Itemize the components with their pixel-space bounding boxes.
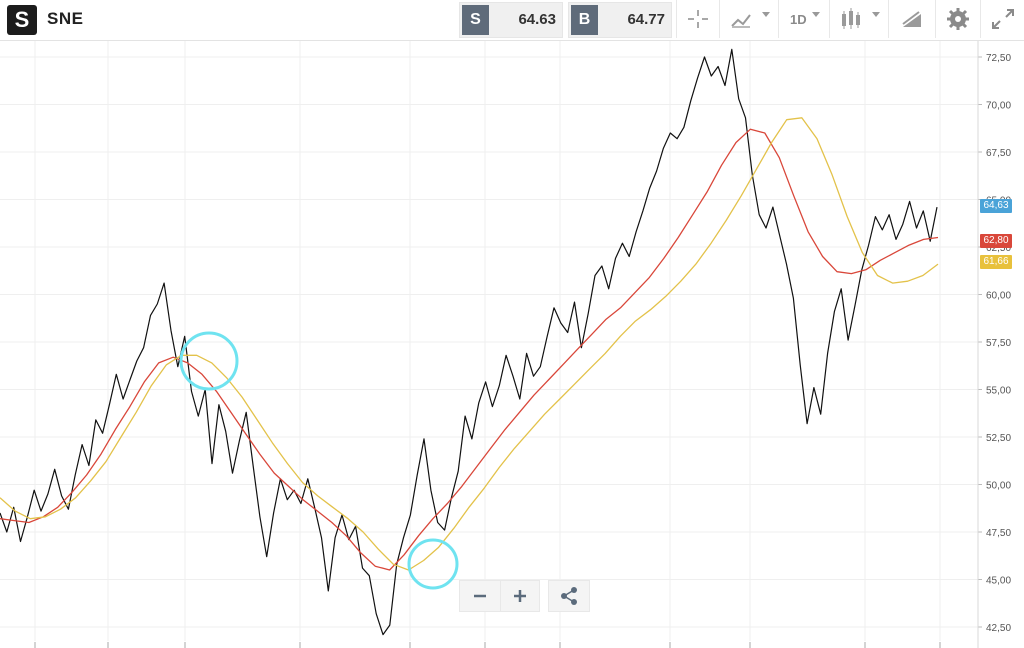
crosshair-button[interactable] [676, 0, 719, 38]
buy-price-button[interactable]: B 64.77 [568, 2, 672, 38]
sell-price-button[interactable]: S 64.63 [459, 2, 563, 38]
candles-icon [842, 8, 860, 29]
crossover-highlight-circle [407, 538, 459, 590]
share-icon [561, 587, 577, 605]
y-tick-label: 50,00 [986, 481, 1011, 492]
interval-label: 1D [790, 12, 807, 27]
moving-average-slow-series [0, 117, 939, 571]
y-tick-label: 60,00 [986, 291, 1011, 302]
ma-slow-price-label: 61,66 [980, 255, 1012, 269]
zoom-in-button[interactable] [500, 580, 540, 612]
sell-price: 64.63 [518, 11, 556, 28]
y-tick-label: 67,50 [986, 148, 1011, 159]
zoom-in-icon [514, 590, 526, 602]
chart-canvas[interactable]: 42,50 45,00 47,50 50,00 52,50 55,00 57,50 60,00… [0, 41, 1024, 648]
brand-logo: S [7, 5, 37, 35]
y-tick-label: 57,50 [986, 338, 1011, 349]
y-tick-label: 55,00 [986, 386, 1011, 397]
interval-button[interactable]: 1D [778, 0, 829, 38]
chart-type-button[interactable] [719, 0, 778, 38]
draw-tools-button[interactable] [888, 0, 935, 38]
fullscreen-button[interactable] [980, 0, 1024, 38]
y-tick-label: 47,50 [986, 528, 1011, 539]
buy-tag: B [571, 5, 598, 35]
moving-average-fast-series [0, 128, 939, 571]
zoom-out-button[interactable] [459, 580, 501, 612]
crosshair-icon [688, 10, 708, 28]
y-tick-label: 52,50 [986, 433, 1011, 444]
share-button[interactable] [548, 580, 590, 612]
y-tick-label: 72,50 [986, 53, 1011, 64]
y-tick-label: 62,50 [986, 243, 1011, 254]
candles-button[interactable] [829, 0, 888, 38]
chevron-down-icon [872, 12, 880, 17]
ticker-symbol[interactable]: SNE [47, 9, 84, 28]
ma-fast-price-label: 62,80 [980, 234, 1012, 248]
gear-icon [947, 8, 969, 30]
chart-type-icon [731, 14, 751, 28]
price-chart[interactable]: 42,50 45,00 47,50 50,00 52,50 55,00 57,50 60,00… [0, 41, 1011, 648]
y-tick-label: 42,50 [986, 623, 1011, 634]
draw-icon [902, 11, 921, 27]
crossover-highlight-circle [179, 331, 239, 391]
zoom-out-icon [474, 594, 486, 598]
chevron-down-icon [812, 12, 820, 17]
price-series [0, 48, 938, 636]
chart-toolbar: S SNE S 64.63 B 64.77 1D [0, 0, 1024, 41]
settings-button[interactable] [935, 0, 980, 38]
sell-tag: S [462, 5, 489, 35]
y-tick-label: 70,00 [986, 101, 1011, 112]
chevron-down-icon [762, 12, 770, 17]
buy-price: 64.77 [627, 11, 665, 28]
y-tick-label: 45,00 [986, 576, 1011, 587]
last-price-label: 64,63 [980, 199, 1012, 213]
fullscreen-icon [992, 9, 1014, 29]
